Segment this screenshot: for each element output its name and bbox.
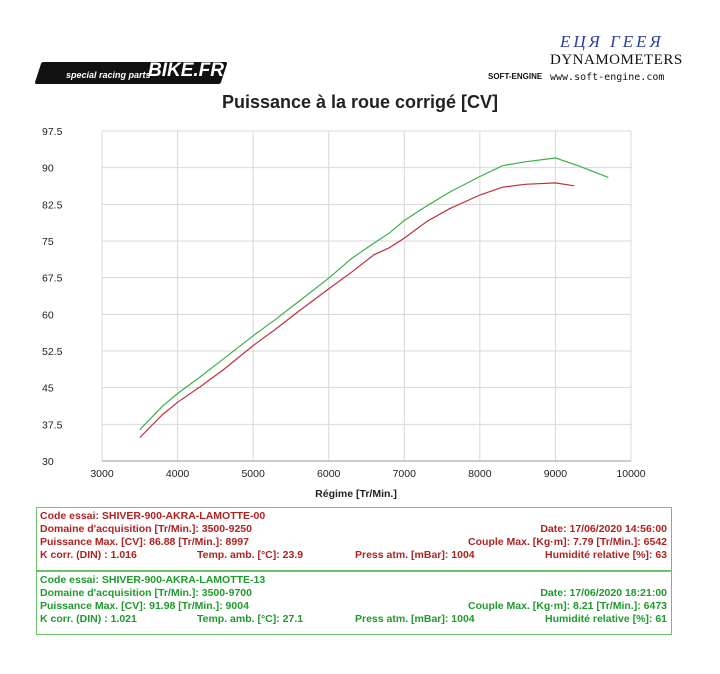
run2-code: Code essai: SHIVER-900-AKRA-LAMOTTE-13 [40, 574, 266, 586]
chart-grid [101, 130, 632, 462]
chart-series [139, 157, 609, 438]
soft-engine-logo: ЕЦЯ ГЕЕЯ DYNAMOMETERS SOFT-ENGINE www.so… [488, 30, 698, 88]
y-tick-label: 37.5 [42, 419, 63, 431]
run1-humidity: Humidité relative [%]: 63 [545, 549, 667, 561]
x-tick-label: 3000 [90, 468, 114, 480]
x-tick-label: 6000 [317, 468, 341, 480]
x-tick-label: 7000 [393, 468, 417, 480]
y-tick-label: 60 [42, 309, 54, 321]
chart-title: Puissance à la roue corrigé [CV] [221, 92, 499, 112]
run2-domain: Domaine d'acquisition [Tr/Min.]: 3500-97… [40, 587, 252, 599]
logo-dynamometers: DYNAMOMETERS [550, 52, 683, 68]
series-line-2 [139, 157, 609, 431]
run1-max-torque: Couple Max. [Kg·m]: 7.79 [Tr/Min.]: 6542 [468, 536, 667, 548]
run1-press: Press atm. [mBar]: 1004 [355, 549, 475, 561]
run2-press: Press atm. [mBar]: 1004 [355, 613, 475, 625]
y-tick-label: 67.5 [42, 273, 63, 285]
run1-date: Date: 17/06/2020 14:56:00 [540, 523, 667, 535]
y-tick-label: 97.5 [42, 126, 63, 138]
x-tick-labels: 3000 4000 5000 6000 7000 8000 9000 10000 [90, 468, 645, 480]
run1-k-corr: K corr. (DIN) : 1.016 [40, 549, 137, 561]
run2-date: Date: 17/06/2020 18:21:00 [540, 587, 667, 599]
logo-brand: BIKE.FR [148, 60, 224, 81]
run1-info-box: Code essai: SHIVER-900-AKRA-LAMOTTE-00 D… [36, 507, 672, 571]
run1-code: Code essai: SHIVER-900-AKRA-LAMOTTE-00 [40, 510, 266, 522]
bike-fr-logo: special racing parts BIKE.FR [34, 60, 228, 84]
y-tick-labels: 30 37.5 45 52.5 60 67.5 75 82.5 90 97.5 [42, 126, 63, 468]
logo-top-text: ЕЦЯ ГЕЕЯ [560, 32, 664, 51]
y-tick-label: 75 [42, 236, 54, 248]
run2-info-box: Code essai: SHIVER-900-AKRA-LAMOTTE-13 D… [36, 571, 672, 635]
x-tick-label: 8000 [468, 468, 492, 480]
run2-max-torque: Couple Max. [Kg·m]: 8.21 [Tr/Min.]: 6473 [468, 600, 667, 612]
x-tick-label: 4000 [166, 468, 190, 480]
series-line-1 [139, 182, 575, 438]
y-tick-label: 52.5 [42, 346, 63, 358]
y-tick-label: 30 [42, 456, 54, 468]
y-tick-label: 45 [42, 383, 54, 395]
logo-tagline: special racing parts [66, 70, 151, 80]
y-tick-label: 90 [42, 163, 54, 175]
run1-max-power: Puissance Max. [CV]: 86.88 [Tr/Min.]: 89… [40, 536, 249, 548]
logo-soft-engine: SOFT-ENGINE [488, 72, 543, 81]
run1-temp: Temp. amb. [°C]: 23.9 [197, 549, 304, 561]
run2-k-corr: K corr. (DIN) : 1.021 [40, 613, 137, 625]
logo-url: www.soft-engine.com [550, 72, 665, 83]
x-tick-label: 10000 [616, 468, 645, 480]
run2-temp: Temp. amb. [°C]: 27.1 [197, 613, 304, 625]
run2-max-power: Puissance Max. [CV]: 91.98 [Tr/Min.]: 90… [40, 600, 249, 612]
x-axis-label: Régime [Tr/Min.] [315, 488, 397, 500]
x-tick-label: 9000 [544, 468, 568, 480]
y-tick-label: 82.5 [42, 199, 63, 211]
run2-humidity: Humidité relative [%]: 61 [545, 613, 667, 625]
x-tick-label: 5000 [241, 468, 265, 480]
run1-domain: Domaine d'acquisition [Tr/Min.]: 3500-92… [40, 523, 252, 535]
